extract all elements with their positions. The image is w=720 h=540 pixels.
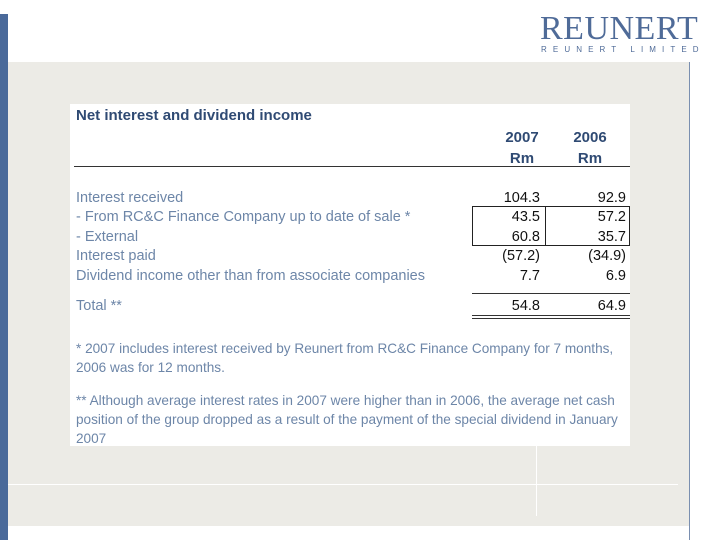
column-unit: Rm [509,150,535,167]
panel-divider-vertical [536,444,537,516]
footnote-1: * 2007 includes interest received by Reu… [76,341,614,375]
table-title: Net interest and dividend income [76,107,312,124]
cell-2007: 7.7 [519,268,540,284]
row-label-dividend-income: Dividend income other than from associat… [76,268,425,284]
column-header-2006: 2006 Rm [560,127,620,169]
cell-2007: 43.5 [511,209,540,225]
row-label-total: Total ** [76,298,122,314]
column-unit: Rm [577,150,603,167]
column-header-2007: 2007 Rm [492,127,552,169]
left-accent-bar [0,14,8,540]
row-label-external: - External [76,229,139,245]
cell-2006: 57.2 [597,209,626,225]
panel-divider-horizontal [8,484,678,485]
cell-2006: 92.9 [597,190,626,206]
total-double-rule-top [472,315,630,316]
footnote-2: ** Although average interest rates in 20… [76,393,618,446]
company-logo-subtitle: REUNERT LIMITED [541,45,705,54]
cell-2006: 35.7 [597,229,626,245]
total-2007: 54.8 [511,298,540,314]
column-year: 2006 [573,129,607,146]
income-table-card: Net interest and dividend income 2007 Rm… [70,104,630,446]
header-rule [74,166,630,167]
cell-2006: 6.9 [605,268,626,284]
cell-2007: 60.8 [511,229,540,245]
cell-2006: (34.9) [588,248,626,264]
row-label-interest-received: Interest received [76,190,184,206]
cell-2007: (57.2) [502,248,540,264]
row-label-interest-paid: Interest paid [76,248,156,264]
row-label-from-rcc: - From RC&C Finance Company up to date o… [76,209,411,225]
cell-2007: 104.3 [503,190,540,206]
subtotal-rule [472,293,630,294]
right-rule [689,62,690,540]
total-double-rule-bottom [472,318,630,319]
total-2006: 64.9 [597,298,626,314]
company-logo: REUNERT [540,10,699,47]
column-year: 2007 [505,129,539,146]
subtotal-box-2006 [545,206,630,246]
